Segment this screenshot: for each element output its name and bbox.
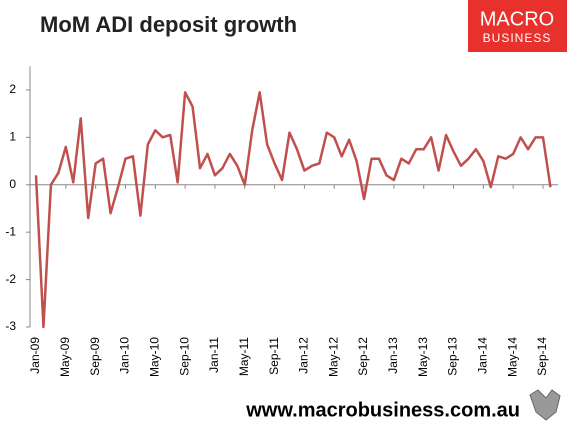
x-tick-label: May-11 (237, 337, 251, 376)
data-line (34, 91, 552, 329)
x-tick-label: Sep-12 (356, 337, 370, 376)
logo-line1: MACRO (480, 8, 554, 30)
x-tick-label: May-14 (505, 337, 519, 377)
chart-title: MoM ADI deposit growth (40, 12, 297, 37)
x-tick-label: Sep-09 (88, 337, 102, 376)
x-tick-label: Jan-10 (118, 337, 132, 374)
x-tick-label: Sep-14 (535, 337, 549, 376)
logo-box (468, 0, 567, 52)
x-tick-label: Jan-09 (28, 337, 42, 374)
y-tick-label: 1 (9, 130, 16, 144)
x-tick-label: Jan-11 (207, 337, 221, 373)
y-tick-label: 0 (9, 177, 16, 191)
wolf-icon (529, 389, 561, 421)
x-tick-label: May-12 (326, 337, 340, 377)
footer-url: www.macrobusiness.com.au (245, 399, 520, 421)
y-tick-label: -3 (5, 319, 16, 333)
y-tick-label: -1 (5, 224, 16, 238)
y-tick-label: -2 (5, 272, 16, 286)
x-tick-label: Jan-13 (386, 337, 400, 374)
x-tick-label: May-13 (416, 337, 430, 377)
x-tick-label: May-09 (58, 337, 72, 377)
x-tick-label: May-10 (147, 337, 161, 377)
x-tick-label: Sep-11 (267, 337, 281, 375)
x-tick-label: Sep-10 (177, 337, 191, 376)
logo-line2: BUSINESS (483, 31, 552, 45)
x-tick-label: Sep-13 (446, 337, 460, 376)
x-tick-label: Jan-14 (476, 337, 490, 374)
x-tick-label: Jan-12 (297, 337, 311, 374)
y-tick-label: 2 (9, 82, 16, 96)
